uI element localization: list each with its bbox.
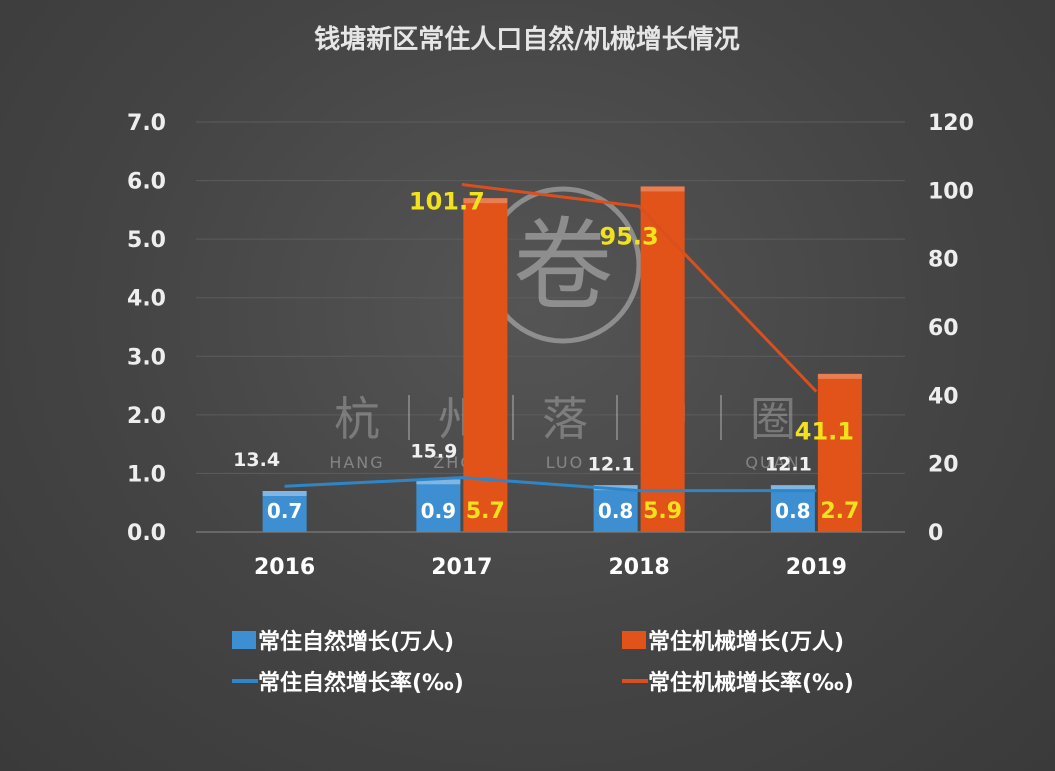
label-mechanical-rate-2019: 41.1	[795, 418, 854, 446]
left-axis-tick: 4.0	[127, 287, 166, 312]
legend-label: 常住自然增长率(‰)	[258, 670, 464, 696]
label-natural-rate-2018: 12.1	[588, 454, 635, 476]
right-axis: 0 20 40 60 80 100 120	[928, 111, 974, 546]
label-natural-2016: 0.7	[267, 499, 302, 523]
right-axis-tick: 100	[928, 179, 974, 204]
bar-mechanical-highlight	[817, 373, 862, 379]
bar-natural-highlight	[262, 491, 307, 496]
left-axis-tick: 6.0	[127, 170, 166, 195]
category-label-2016: 2016	[254, 555, 315, 580]
watermark-seal-char: 卷	[513, 207, 613, 324]
left-axis-tick: 3.0	[127, 345, 166, 370]
legend-swatch-bar	[622, 631, 646, 649]
bar-natural-2018	[593, 485, 638, 532]
left-axis-tick: 2.0	[127, 404, 166, 429]
watermark-char: 落	[542, 392, 588, 446]
category-label-2017: 2017	[431, 555, 492, 580]
watermark-pinyin: HANG	[329, 453, 384, 472]
x-axis: 2016 2017 2018 2019	[254, 555, 847, 580]
left-axis-tick: 0.0	[127, 521, 166, 546]
label-natural-rate-2017: 15.9	[410, 441, 457, 463]
bar-mechanical-2019	[817, 373, 862, 532]
line-natural-rate	[284, 476, 817, 493]
watermark-pinyin: LUO	[546, 453, 584, 472]
data-labels: 0.7 0.9 5.7 0.8 5.9 0.8 2.7 13.4 15.9 12.1 12.1 101…	[233, 188, 859, 524]
label-mechanical-2017: 5.7	[466, 499, 505, 524]
watermark-char: 圈	[750, 392, 796, 446]
bar-natural-2016	[262, 491, 307, 532]
label-mechanical-2019: 2.7	[820, 499, 859, 524]
bar-natural-2017	[416, 479, 461, 532]
label-mechanical-2018: 5.9	[643, 499, 682, 524]
watermark-pinyin: QUAN	[745, 453, 800, 472]
line-mechanical-rate	[461, 183, 818, 393]
legend-label: 常住自然增长(万人)	[258, 629, 454, 655]
bar-mechanical-highlight	[640, 186, 685, 192]
left-axis-tick: 7.0	[127, 111, 166, 136]
bar-natural-2019	[770, 485, 815, 532]
watermark: 卷杭HANG州ZHOU落LUO户HU圈QUAN	[329, 186, 800, 472]
right-axis-tick: 40	[928, 384, 959, 409]
watermark-char: 杭	[334, 392, 380, 446]
label-natural-rate-2016: 13.4	[233, 449, 280, 471]
label-natural-2018: 0.8	[598, 499, 633, 523]
bar-mechanical-2017	[463, 198, 508, 532]
label-natural-2019: 0.8	[775, 499, 810, 523]
right-axis-tick: 60	[928, 316, 959, 341]
label-natural-rate-2019: 12.1	[765, 454, 812, 476]
category-label-2019: 2019	[786, 555, 847, 580]
left-axis: 0.0 1.0 2.0 3.0 4.0 5.0 6.0 7.0	[127, 111, 166, 546]
right-axis-tick: 0	[928, 521, 943, 546]
left-axis-tick: 5.0	[127, 228, 166, 253]
category-label-2018: 2018	[609, 555, 670, 580]
right-axis-tick: 80	[928, 248, 959, 273]
bar-mechanical-2018	[640, 186, 685, 532]
legend-label: 常住机械增长(万人)	[648, 629, 844, 655]
label-mechanical-rate-2018: 95.3	[600, 222, 659, 250]
bar-mechanical-highlight	[463, 198, 508, 204]
right-axis-tick: 120	[928, 111, 974, 136]
chart-title: 钱塘新区常住人口自然/机械增长情况	[314, 24, 740, 55]
legend-label: 常住机械增长率(‰)	[648, 670, 854, 696]
right-axis-tick: 20	[928, 453, 959, 478]
legend: 常住自然增长(万人) 常住机械增长(万人) 常住自然增长率(‰) 常住机械增长率(‰)	[232, 629, 854, 696]
legend-swatch-bar	[232, 631, 256, 649]
bar-natural-highlight	[770, 485, 815, 491]
grid-lines	[196, 121, 905, 533]
label-mechanical-rate-2017: 101.7	[409, 188, 485, 216]
bars	[262, 186, 862, 532]
lines	[284, 183, 818, 493]
left-axis-tick: 1.0	[127, 462, 166, 487]
bar-natural-highlight	[416, 479, 461, 485]
label-natural-2017: 0.9	[421, 499, 456, 523]
